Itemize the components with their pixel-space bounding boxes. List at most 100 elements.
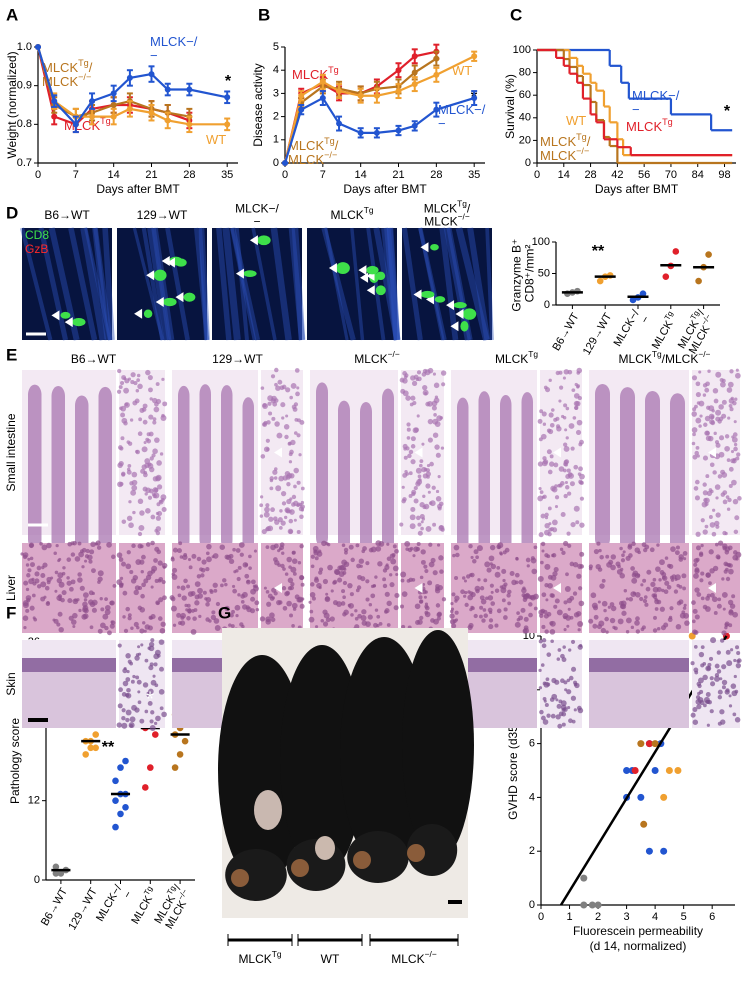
nucleus <box>33 617 38 622</box>
nucleus <box>530 556 535 561</box>
nucleus <box>553 462 559 468</box>
nucleus <box>53 618 59 624</box>
nucleus <box>435 452 441 458</box>
nucleus <box>183 578 188 584</box>
nucleus <box>714 663 720 669</box>
nucleus <box>542 719 549 725</box>
nucleus <box>714 542 719 547</box>
nucleus <box>521 587 527 594</box>
nucleus <box>77 541 82 546</box>
nucleus <box>440 370 447 376</box>
nucleus <box>419 615 424 621</box>
nucleus <box>407 453 412 459</box>
nucleus <box>573 464 579 470</box>
ear <box>231 869 249 887</box>
nucleus <box>692 719 699 725</box>
nucleus <box>565 406 570 411</box>
nucleus <box>391 553 396 557</box>
nucleus <box>706 666 711 671</box>
nucleus <box>281 586 287 591</box>
nucleus <box>707 369 711 373</box>
arrowhead <box>64 317 73 328</box>
nucleus <box>272 469 278 475</box>
nucleus <box>142 682 149 688</box>
nucleus <box>395 573 399 577</box>
nucleus <box>144 658 149 663</box>
nucleus <box>374 575 378 579</box>
nucleus <box>130 372 136 378</box>
arrowhead <box>420 242 429 253</box>
nucleus <box>695 392 701 398</box>
nucleus <box>695 445 700 450</box>
arrowhead <box>708 447 716 458</box>
nucleus <box>720 492 726 497</box>
nucleus <box>653 615 657 620</box>
arrowhead <box>413 289 422 300</box>
y-axis-label: Granzyme B⁺ CD8⁺/mm² <box>510 235 537 311</box>
nucleus <box>479 614 483 619</box>
nucleus <box>406 427 411 432</box>
nucleus <box>500 587 507 594</box>
nucleus <box>537 575 544 582</box>
nucleus <box>435 496 442 502</box>
nucleus <box>355 588 360 593</box>
nucleus <box>696 592 702 597</box>
nucleus <box>551 408 555 412</box>
nucleus <box>700 596 705 601</box>
nucleus <box>719 378 724 383</box>
nucleus <box>130 626 134 630</box>
nucleus <box>290 439 296 446</box>
point <box>357 92 364 99</box>
nucleus <box>537 461 544 467</box>
nucleus <box>563 493 568 499</box>
nucleus <box>546 428 552 433</box>
nucleus <box>551 519 558 526</box>
nucleus <box>131 704 137 711</box>
cd8-cell <box>430 243 439 251</box>
nucleus <box>342 580 348 586</box>
nucleus <box>441 597 447 602</box>
nucleus <box>549 629 556 635</box>
nucleus <box>55 544 59 548</box>
nucleus <box>603 608 607 613</box>
nucleus <box>511 579 517 586</box>
arrowhead <box>446 300 455 311</box>
nucleus <box>430 557 436 563</box>
nucleus <box>421 442 425 446</box>
nucleus <box>289 395 293 400</box>
arrowhead <box>358 265 367 276</box>
nucleus <box>528 612 533 618</box>
nucleus <box>555 714 561 720</box>
nucleus <box>544 583 549 588</box>
point <box>629 296 637 304</box>
nucleus <box>427 418 434 425</box>
column-label: MLCKTg <box>495 349 538 366</box>
nucleus <box>25 595 32 601</box>
nucleus <box>150 679 157 686</box>
nucleus <box>726 660 733 667</box>
nucleus <box>417 522 422 527</box>
y-tick-label: 6 <box>529 738 535 750</box>
nucleus <box>718 451 725 458</box>
point <box>51 113 58 120</box>
nucleus <box>553 604 558 609</box>
arrowhead <box>155 297 164 308</box>
nucleus <box>127 616 132 621</box>
x-tick-label: 5 <box>681 911 687 923</box>
nucleus <box>547 531 552 537</box>
nucleus <box>639 596 644 602</box>
nucleus <box>140 643 144 647</box>
nucleus <box>721 577 725 581</box>
annotation: ** <box>102 739 115 756</box>
nucleus <box>159 628 166 634</box>
villus <box>382 388 394 554</box>
nucleus <box>384 591 390 597</box>
nucleus <box>737 496 742 501</box>
nucleus <box>53 551 57 556</box>
nucleus <box>562 376 566 380</box>
nucleus <box>698 400 705 407</box>
nucleus <box>415 481 421 487</box>
nucleus <box>708 515 713 519</box>
x-tick-label: 1 <box>566 911 572 923</box>
nucleus <box>130 489 137 496</box>
